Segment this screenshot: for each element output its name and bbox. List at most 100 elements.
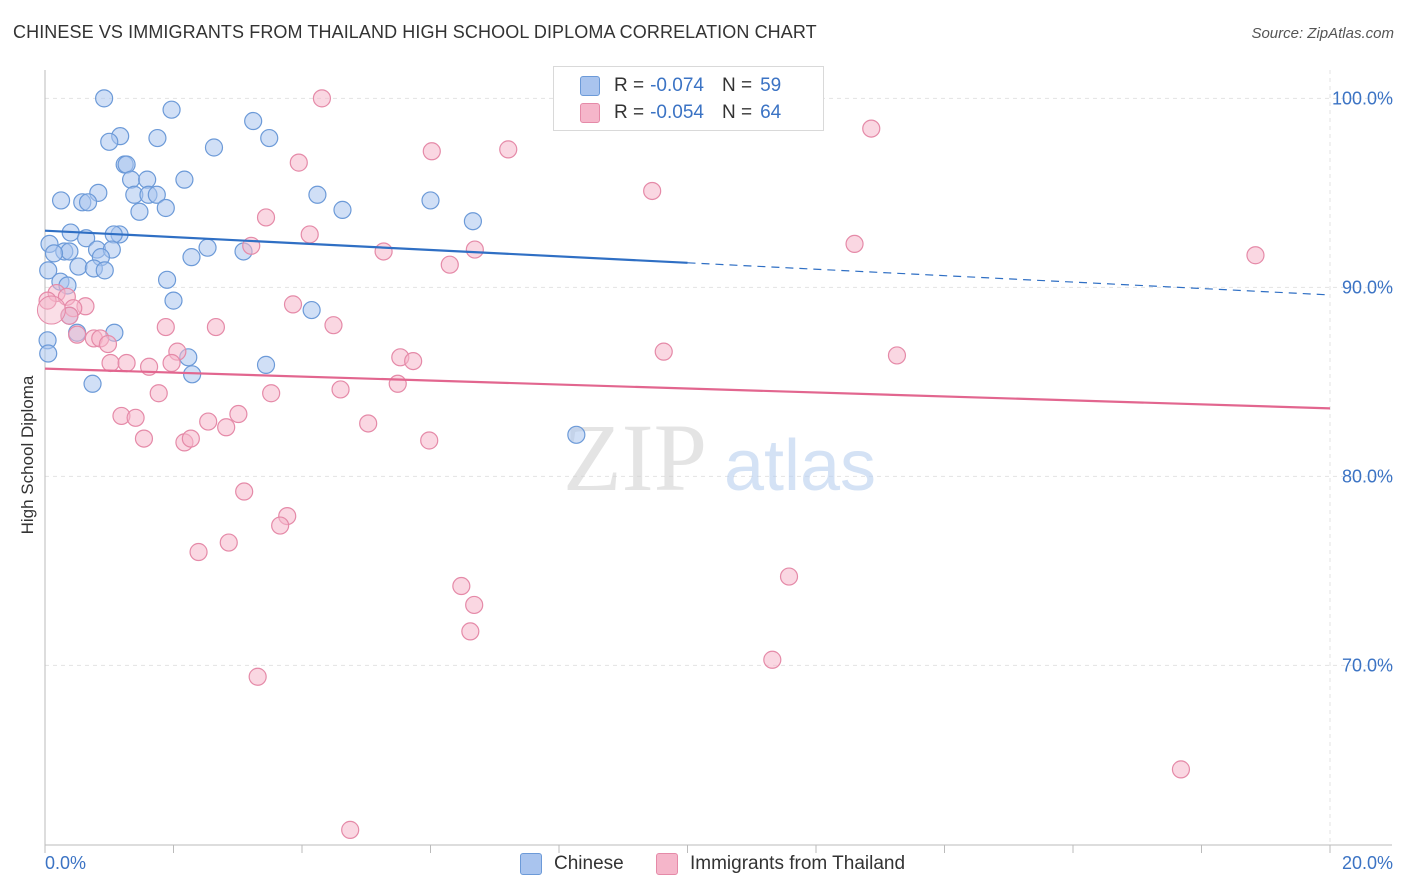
- chinese-point: [463, 212, 483, 231]
- bottom-legend-label-thailand: Immigrants from Thailand: [690, 853, 906, 874]
- chinese-point: [421, 191, 440, 210]
- legend-r-value: -0.074: [650, 75, 704, 96]
- legend-n-value: 59: [760, 75, 782, 96]
- chinese-point: [95, 261, 114, 280]
- thailand-point: [126, 408, 145, 427]
- chinese-point: [39, 344, 58, 363]
- thailand-point: [162, 353, 181, 373]
- thailand-point: [117, 353, 136, 373]
- y-tick-label: 90.0%: [1342, 277, 1393, 297]
- chinese-point: [138, 170, 157, 189]
- chinese-point: [95, 89, 114, 108]
- thailand-point: [156, 317, 175, 337]
- chinese-trend-extension: [687, 262, 1331, 296]
- chinese-point: [100, 132, 119, 151]
- chinese-point: [256, 355, 276, 374]
- legend-r-label: R =: [614, 102, 645, 123]
- thailand-point: [374, 242, 393, 261]
- thailand-point: [887, 346, 907, 365]
- thailand-point: [845, 234, 864, 254]
- gridlines: [45, 70, 1392, 845]
- y-tick-label: 80.0%: [1342, 466, 1393, 486]
- chinese-point: [69, 257, 88, 276]
- thailand-point: [465, 595, 484, 615]
- thailand-point: [359, 414, 378, 433]
- thailand-point: [499, 140, 518, 159]
- thailand-point: [404, 351, 423, 371]
- chinese-point: [39, 261, 58, 280]
- legend-n-label: N =: [721, 102, 753, 123]
- thailand-point: [199, 412, 218, 431]
- watermark-atlas: atlas: [724, 426, 876, 506]
- chinese-point: [182, 248, 201, 267]
- thailand-point: [248, 667, 267, 686]
- thailand-point: [1246, 246, 1265, 265]
- trend-lines: [44, 229, 1331, 410]
- thailand-point: [324, 316, 343, 335]
- thailand-point: [219, 533, 238, 552]
- chinese-point: [198, 238, 217, 257]
- bottom-legend-swatch-chinese: [520, 853, 542, 875]
- thailand-point: [440, 255, 459, 274]
- thailand-point: [36, 295, 66, 325]
- legend-r-label: R =: [614, 75, 645, 96]
- thailand-point: [229, 404, 248, 424]
- thailand-point: [779, 567, 799, 586]
- chinese-point: [244, 111, 263, 131]
- legend-n-label: N =: [721, 75, 753, 96]
- source-credit: Source: ZipAtlas.com: [1251, 25, 1394, 42]
- chinese-point: [162, 100, 181, 119]
- thailand-point: [312, 89, 332, 108]
- chinese-point: [44, 244, 64, 263]
- thailand-point: [289, 153, 308, 172]
- legend-swatch-thailand: [580, 103, 600, 123]
- thailand-point: [452, 576, 471, 596]
- y-tick-label: 70.0%: [1342, 655, 1393, 675]
- correlation-legend: R = -0.074 N = 59 R = -0.054 N = 64: [553, 66, 824, 131]
- chart-title: CHINESE VS IMMIGRANTS FROM THAILAND HIGH…: [13, 22, 817, 42]
- thailand-point: [235, 482, 254, 501]
- thailand-point: [262, 384, 281, 403]
- thailand-point: [461, 622, 480, 641]
- chinese-point: [130, 202, 149, 221]
- chinese-trend-line: [44, 229, 688, 264]
- chinese-point: [164, 291, 183, 310]
- thailand-point: [101, 353, 120, 373]
- chinese-point: [121, 170, 141, 189]
- chinese-point: [78, 193, 98, 212]
- legend-row-chinese: R = -0.074 N = 59: [580, 73, 781, 99]
- thailand-point: [420, 431, 439, 450]
- thailand-point: [149, 384, 168, 403]
- bottom-legend-label-chinese: Chinese: [554, 853, 624, 874]
- y-tick-label: 100.0%: [1332, 88, 1393, 108]
- tick-labels: 100.0% 90.0% 80.0% 70.0% 0.0% 20.0%: [45, 88, 1393, 873]
- y-axis-label: High School Diploma: [18, 375, 37, 535]
- thailand-point: [68, 325, 87, 344]
- thailand-point: [763, 650, 782, 669]
- thailand-point: [189, 542, 208, 562]
- thailand-point: [98, 334, 118, 354]
- chinese-point: [148, 128, 167, 148]
- chinese-point: [83, 374, 102, 393]
- bottom-legend-chinese: Chinese: [520, 852, 624, 876]
- chinese-point: [60, 242, 79, 261]
- thailand-point: [181, 429, 200, 448]
- data-points: [36, 89, 1265, 839]
- bottom-legend-thailand: Immigrants from Thailand: [656, 852, 905, 876]
- thailand-point: [300, 225, 319, 244]
- thailand-point: [388, 374, 407, 393]
- thailand-point: [341, 820, 360, 839]
- thailand-point: [206, 317, 226, 337]
- legend-swatch-chinese: [580, 76, 600, 96]
- chinese-point: [567, 425, 586, 444]
- legend-r-value: -0.054: [650, 102, 704, 123]
- thailand-point: [654, 342, 673, 361]
- thailand-point: [422, 142, 441, 161]
- thailand-point: [643, 181, 662, 201]
- chinese-point: [333, 200, 352, 219]
- thailand-point: [283, 295, 303, 314]
- bottom-legend-swatch-thailand: [656, 853, 678, 875]
- watermark-zip: ZIP: [563, 404, 707, 511]
- thailand-point: [331, 380, 350, 399]
